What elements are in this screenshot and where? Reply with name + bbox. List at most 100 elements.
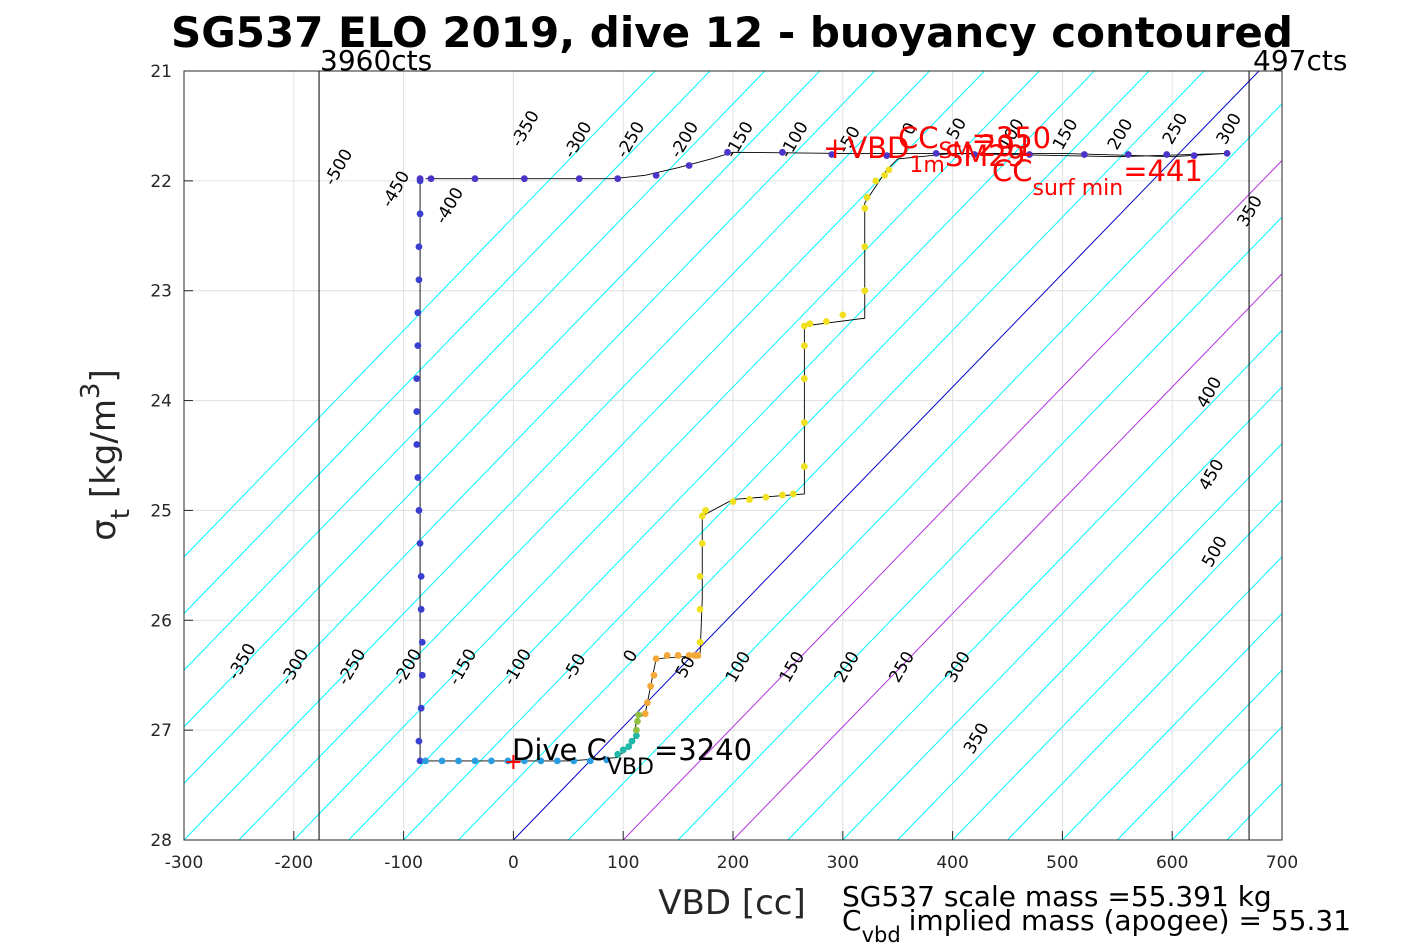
data-point (839, 311, 847, 319)
y-tick-label: 27 (150, 721, 172, 741)
data-point (471, 175, 479, 183)
data-point (553, 757, 561, 765)
data-point (418, 638, 426, 646)
data-point (641, 710, 649, 718)
data-point (416, 757, 424, 765)
data-point (455, 757, 462, 765)
contour-line (184, 71, 656, 558)
data-point (418, 671, 426, 679)
data-point (632, 726, 640, 734)
cc-sm-extra: 291 (978, 129, 1033, 163)
contour-line (622, 159, 1282, 840)
data-point (634, 717, 641, 725)
cc-surf-min-main: CC (992, 154, 1033, 188)
data-point (614, 175, 622, 183)
data-point (417, 572, 425, 580)
data-point (504, 757, 512, 765)
data-point (1223, 149, 1231, 157)
data-points (413, 148, 1231, 770)
contour-line (348, 71, 1095, 840)
data-point (647, 682, 655, 690)
data-point (762, 493, 770, 501)
data-point (685, 652, 693, 659)
x-tick-label: 300 (827, 853, 859, 873)
data-point (413, 441, 421, 448)
data-point (971, 151, 978, 158)
vbd-1m-rest: SM29 (945, 139, 1025, 173)
data-point (806, 320, 814, 328)
data-point (789, 490, 797, 498)
data-point (520, 175, 528, 183)
y-axis-label: σt [kg/m3] (76, 369, 136, 541)
cc-surf-min-sub: surf min (1033, 176, 1124, 201)
cc-sm-main: CC (898, 121, 939, 155)
cc-surf-min-label: CCsurf min=441 (992, 154, 1203, 201)
contour-line (1007, 556, 1282, 840)
data-point (698, 512, 706, 520)
x-tick-label: -300 (165, 853, 204, 873)
cc-sm-sub: SM (939, 139, 972, 164)
data-point (861, 204, 869, 212)
dive-cvbd-sub: VBD (607, 755, 654, 780)
data-point (1026, 151, 1033, 158)
chart-title: SG537 ELO 2019, dive 12 - buoyancy conto… (171, 8, 1293, 57)
data-point (932, 149, 940, 157)
data-point (674, 652, 682, 659)
cvbd-mass-rest: implied mass (apogee) = 55.31 (909, 904, 1351, 937)
y-tick-label: 26 (150, 611, 172, 631)
y-axis-unit-open: [kg/m (84, 399, 124, 509)
data-point (570, 757, 578, 765)
data-point (881, 171, 888, 179)
data-point (488, 757, 495, 765)
data-point (415, 737, 423, 745)
data-point (800, 375, 808, 382)
data-point (872, 177, 880, 185)
contour-line (184, 71, 930, 840)
vbd-1m-plus: + (823, 131, 847, 165)
data-point (422, 757, 429, 765)
x-axis-label: VBD [cc] (658, 883, 806, 923)
data-point (863, 193, 871, 201)
data-point (416, 175, 424, 183)
contour-line (732, 273, 1282, 840)
contour-line (897, 442, 1282, 840)
data-point (643, 699, 651, 707)
y-axis-unit-close: ] (84, 369, 124, 382)
data-point (800, 342, 808, 350)
data-point (625, 743, 633, 751)
x-tick-label: 600 (1156, 853, 1188, 873)
y-axis-sub: t (106, 509, 136, 519)
y-axis-ticks: 21 22 23 24 25 26 27 28 (150, 62, 193, 851)
cvbd-mass-main: C (842, 904, 862, 937)
data-point (779, 148, 786, 156)
contour-line (1116, 669, 1282, 840)
x-tick-label: 500 (1046, 853, 1078, 873)
data-point (416, 539, 424, 547)
vbd-1m-label: +VBD1mSM29 (823, 131, 1025, 178)
data-point (427, 175, 435, 183)
data-point (696, 605, 704, 613)
data-point (861, 243, 869, 251)
data-point (413, 375, 421, 382)
scale-mass-label: SG537 scale mass =55.391 kg (842, 880, 1272, 913)
x-tick-label: 700 (1266, 853, 1298, 873)
data-point (861, 287, 869, 295)
x-tick-label: 400 (936, 853, 968, 873)
data-point (800, 322, 808, 330)
data-point (1080, 151, 1088, 158)
data-point (883, 152, 891, 159)
data-point (696, 638, 704, 646)
contour-line (1281, 839, 1282, 840)
data-point (632, 732, 640, 740)
data-point (800, 463, 808, 470)
x-tick-label: -200 (275, 853, 314, 873)
y-tick-label: 21 (150, 62, 172, 82)
data-point (729, 498, 737, 506)
contour-line (1392, 71, 1417, 840)
data-point (746, 496, 753, 503)
data-point (575, 175, 583, 183)
x-tick-label: 0 (508, 853, 519, 873)
data-point (702, 507, 709, 514)
data-point (415, 507, 423, 514)
